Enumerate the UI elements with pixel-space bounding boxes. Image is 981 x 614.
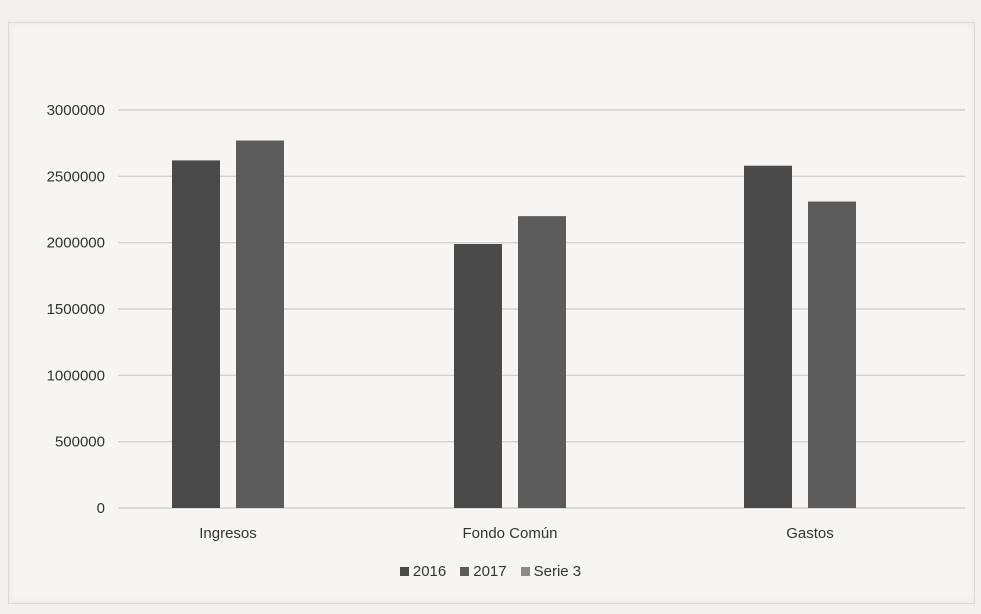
- legend-label: 2017: [473, 563, 507, 580]
- legend-label: 2016: [412, 563, 447, 580]
- legend-item: Serie 3: [520, 563, 582, 580]
- x-tick-label: Ingresos: [199, 525, 257, 542]
- bar-ingresos-2016: [172, 160, 220, 508]
- y-axis-ticks: 3000000 2500000 2000000 1500000 1000000 50000…: [47, 102, 105, 517]
- bar-fondo-común-2016: [454, 243, 502, 508]
- legend-swatch: [399, 567, 409, 576]
- bar-gastos-2016: [744, 165, 792, 508]
- x-tick-label: Gastos: [786, 525, 834, 542]
- y-tick-label: 500000: [55, 434, 105, 451]
- x-tick-label: Fondo Común: [462, 525, 557, 542]
- y-tick-label: 1500000: [47, 301, 105, 318]
- legend-item: 2017: [460, 563, 507, 580]
- legend-swatch: [460, 567, 470, 576]
- bar-ingresos-2017: [236, 140, 284, 508]
- y-tick-label: 2000000: [47, 235, 105, 252]
- bar-gastos-2017: [808, 201, 856, 509]
- y-tick-label: 2500000: [47, 168, 105, 185]
- legend-label: Serie 3: [533, 563, 582, 580]
- y-tick-label: 1000000: [47, 367, 105, 384]
- legend-item: 2016: [399, 563, 447, 580]
- legend: 2016 2017 Serie 3: [0, 563, 981, 580]
- y-tick-label: 0: [97, 500, 105, 517]
- legend-swatch: [520, 567, 530, 576]
- bar-fondo-común-2017: [518, 216, 566, 508]
- y-tick-label: 3000000: [47, 102, 105, 119]
- x-axis-labels: Ingresos Fondo Común Gastos: [199, 525, 834, 542]
- bars: [172, 140, 856, 509]
